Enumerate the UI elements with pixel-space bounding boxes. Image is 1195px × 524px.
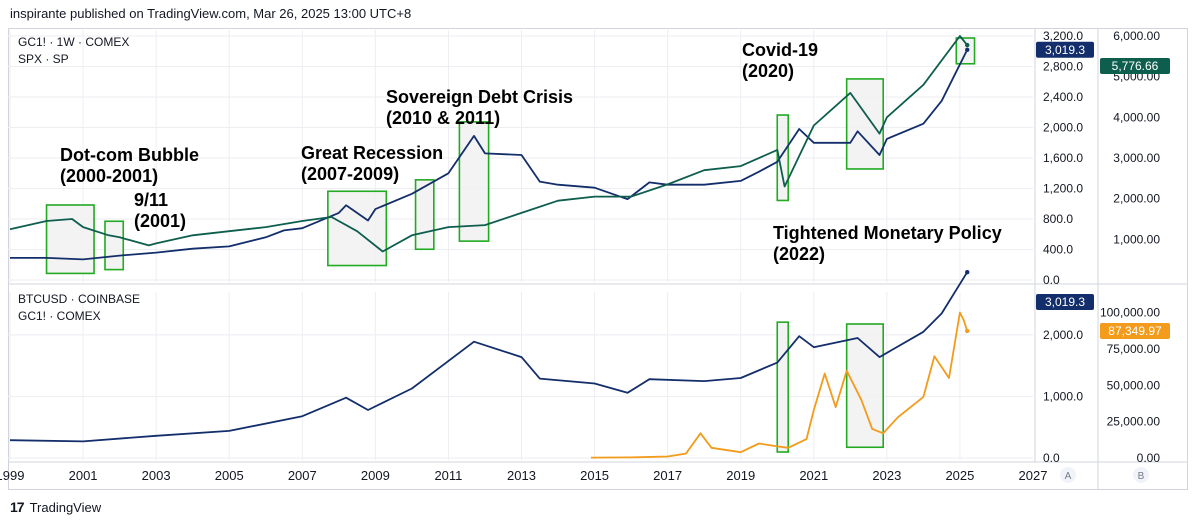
right-axis-tick-label: 6,000.00 bbox=[1113, 29, 1160, 43]
annotation-subtitle: (2022) bbox=[773, 244, 825, 264]
annotation-title: Great Recession bbox=[301, 143, 443, 163]
x-axis-tick-label: 2023 bbox=[872, 468, 901, 483]
scale-badge-label: B bbox=[1138, 471, 1145, 482]
right-axis-tick-label: 3,000.00 bbox=[1113, 151, 1160, 165]
right-axis-tick-label: 1,000.00 bbox=[1113, 232, 1160, 246]
last-value-badge bbox=[1100, 58, 1170, 74]
annotation-title: Sovereign Debt Crisis bbox=[386, 87, 573, 107]
right-axis-tick-label: 25,000.00 bbox=[1107, 415, 1161, 429]
x-axis-tick-label: 2007 bbox=[288, 468, 317, 483]
scale-badge-label: A bbox=[1065, 471, 1072, 482]
left-axis-tick-label: 2,000.0 bbox=[1043, 121, 1083, 135]
right-axis-tick-label: 0.00 bbox=[1137, 451, 1161, 465]
left-axis-tick-label: 1,600.0 bbox=[1043, 151, 1083, 165]
series-last-point bbox=[965, 47, 970, 52]
tradingview-brand: TradingView bbox=[29, 499, 102, 515]
legend-gold-weekly: GC1! · 1W · COMEX bbox=[18, 35, 130, 49]
highlight-period-box bbox=[845, 323, 885, 449]
last-value-label: 87,349.97 bbox=[1108, 324, 1162, 338]
right-axis-tick-label: 2,000.00 bbox=[1113, 192, 1160, 206]
annotation-title: 9/11 bbox=[134, 190, 168, 210]
left-axis-tick-label: 1,200.0 bbox=[1043, 182, 1083, 196]
last-value-badge bbox=[1100, 322, 1170, 339]
x-axis-tick-label: 2025 bbox=[945, 468, 974, 483]
right-axis-tick-label: 50,000.00 bbox=[1107, 378, 1161, 392]
x-axis-tick-label: 2013 bbox=[507, 468, 536, 483]
last-value-label: 3,019.3 bbox=[1045, 295, 1085, 309]
highlight-period-box bbox=[776, 321, 790, 453]
series-line-secondary bbox=[9, 271, 968, 443]
highlight-period-box bbox=[845, 78, 885, 170]
publish-header: inspirante published on TradingView.com,… bbox=[10, 6, 412, 21]
annotation-title: Covid-19 bbox=[742, 40, 818, 60]
series-lines-layer bbox=[9, 35, 970, 459]
x-axis-tick-label: 2011 bbox=[434, 468, 462, 483]
legend-gold: GC1! · COMEX bbox=[18, 309, 101, 323]
x-axis-tick-label: 1999 bbox=[0, 468, 24, 483]
x-axis-tick-label: 2019 bbox=[726, 468, 755, 483]
annotations-layer: Dot-com Bubble(2000-2001) 9/11(2001) Great… bbox=[60, 40, 1002, 264]
highlight-period-box bbox=[104, 220, 125, 271]
left-axis-tick-label: 0.0 bbox=[1043, 273, 1060, 287]
last-value-badge bbox=[1036, 294, 1094, 310]
bottom-pane-legend: BTCUSD · COINBASE GC1! · COMEX bbox=[18, 291, 140, 325]
x-axis-tick-label: 2017 bbox=[653, 468, 682, 483]
x-axis-tick-label: 2021 bbox=[799, 468, 828, 483]
series-line-secondary bbox=[9, 35, 968, 253]
right-axis-tick-label: 75,000.00 bbox=[1107, 342, 1161, 356]
left-axis-tick-label: 400.0 bbox=[1043, 243, 1073, 257]
series-line-primary bbox=[590, 311, 969, 459]
annotation-subtitle: (2007-2009) bbox=[301, 164, 399, 184]
tradingview-footer[interactable]: 17 TradingView bbox=[10, 499, 101, 515]
annotation-subtitle: (2010 & 2011) bbox=[386, 108, 500, 128]
top-pane-legend: GC1! · 1W · COMEX SPX · SP bbox=[18, 34, 129, 68]
x-axis-tick-label: 2009 bbox=[361, 468, 390, 483]
tradingview-logo-icon: 17 bbox=[10, 499, 25, 515]
highlight-period-box bbox=[776, 114, 790, 202]
series-line-primary bbox=[10, 49, 969, 261]
last-value-label: 3,019.3 bbox=[1045, 43, 1085, 57]
x-axis-tick-label: 2015 bbox=[580, 468, 609, 483]
x-axis-tick-label: 2005 bbox=[215, 468, 244, 483]
left-axis-tick-label: 800.0 bbox=[1043, 212, 1073, 226]
legend-spx: SPX · SP bbox=[18, 52, 69, 66]
annotation-title: Tightened Monetary Policy bbox=[773, 223, 1002, 243]
last-value-badge bbox=[1036, 41, 1094, 58]
grid-layer bbox=[8, 28, 1188, 490]
annotation-subtitle: (2001) bbox=[134, 211, 186, 231]
chart-frame bbox=[8, 28, 1188, 490]
left-axis-tick-label: 2,000.0 bbox=[1043, 328, 1083, 342]
scale-badge-b-icon bbox=[1133, 467, 1149, 483]
left-axis-tick-label: 3,200.0 bbox=[1043, 29, 1083, 43]
legend-btcusd: BTCUSD · COINBASE bbox=[18, 292, 141, 306]
right-axis-tick-label: 100,000.00 bbox=[1100, 306, 1160, 320]
x-axis-tick-label: 2001 bbox=[69, 468, 98, 483]
right-axis-tick-label: 4,000.00 bbox=[1113, 110, 1160, 124]
last-value-label: 5,776.66 bbox=[1112, 59, 1159, 73]
series-last-point bbox=[965, 42, 970, 48]
highlight-period-box bbox=[45, 204, 95, 275]
annotation-subtitle: (2000-2001) bbox=[60, 166, 158, 186]
left-axis-tick-label: 2,400.0 bbox=[1043, 90, 1083, 104]
axes-layer: 3,200.0 2,800.0 2,400.0 2,000.0 1,600.0 1,200… bbox=[0, 29, 1170, 483]
left-axis-tick-label: 1,000.0 bbox=[1043, 389, 1083, 403]
series-last-point bbox=[965, 328, 970, 334]
x-axis-tick-label: 2003 bbox=[142, 468, 171, 483]
left-axis-tick-label: 0.0 bbox=[1043, 451, 1060, 465]
x-axis-tick-label: 2027 bbox=[1019, 468, 1048, 483]
scale-badge-a-icon bbox=[1060, 467, 1076, 483]
annotation-subtitle: (2020) bbox=[742, 61, 794, 81]
left-axis-tick-label: 2,800.0 bbox=[1043, 60, 1083, 74]
highlight-period-box bbox=[327, 190, 388, 267]
annotation-title: Dot-com Bubble bbox=[60, 145, 199, 165]
highlight-period-box bbox=[458, 121, 490, 242]
series-last-point bbox=[965, 269, 970, 275]
